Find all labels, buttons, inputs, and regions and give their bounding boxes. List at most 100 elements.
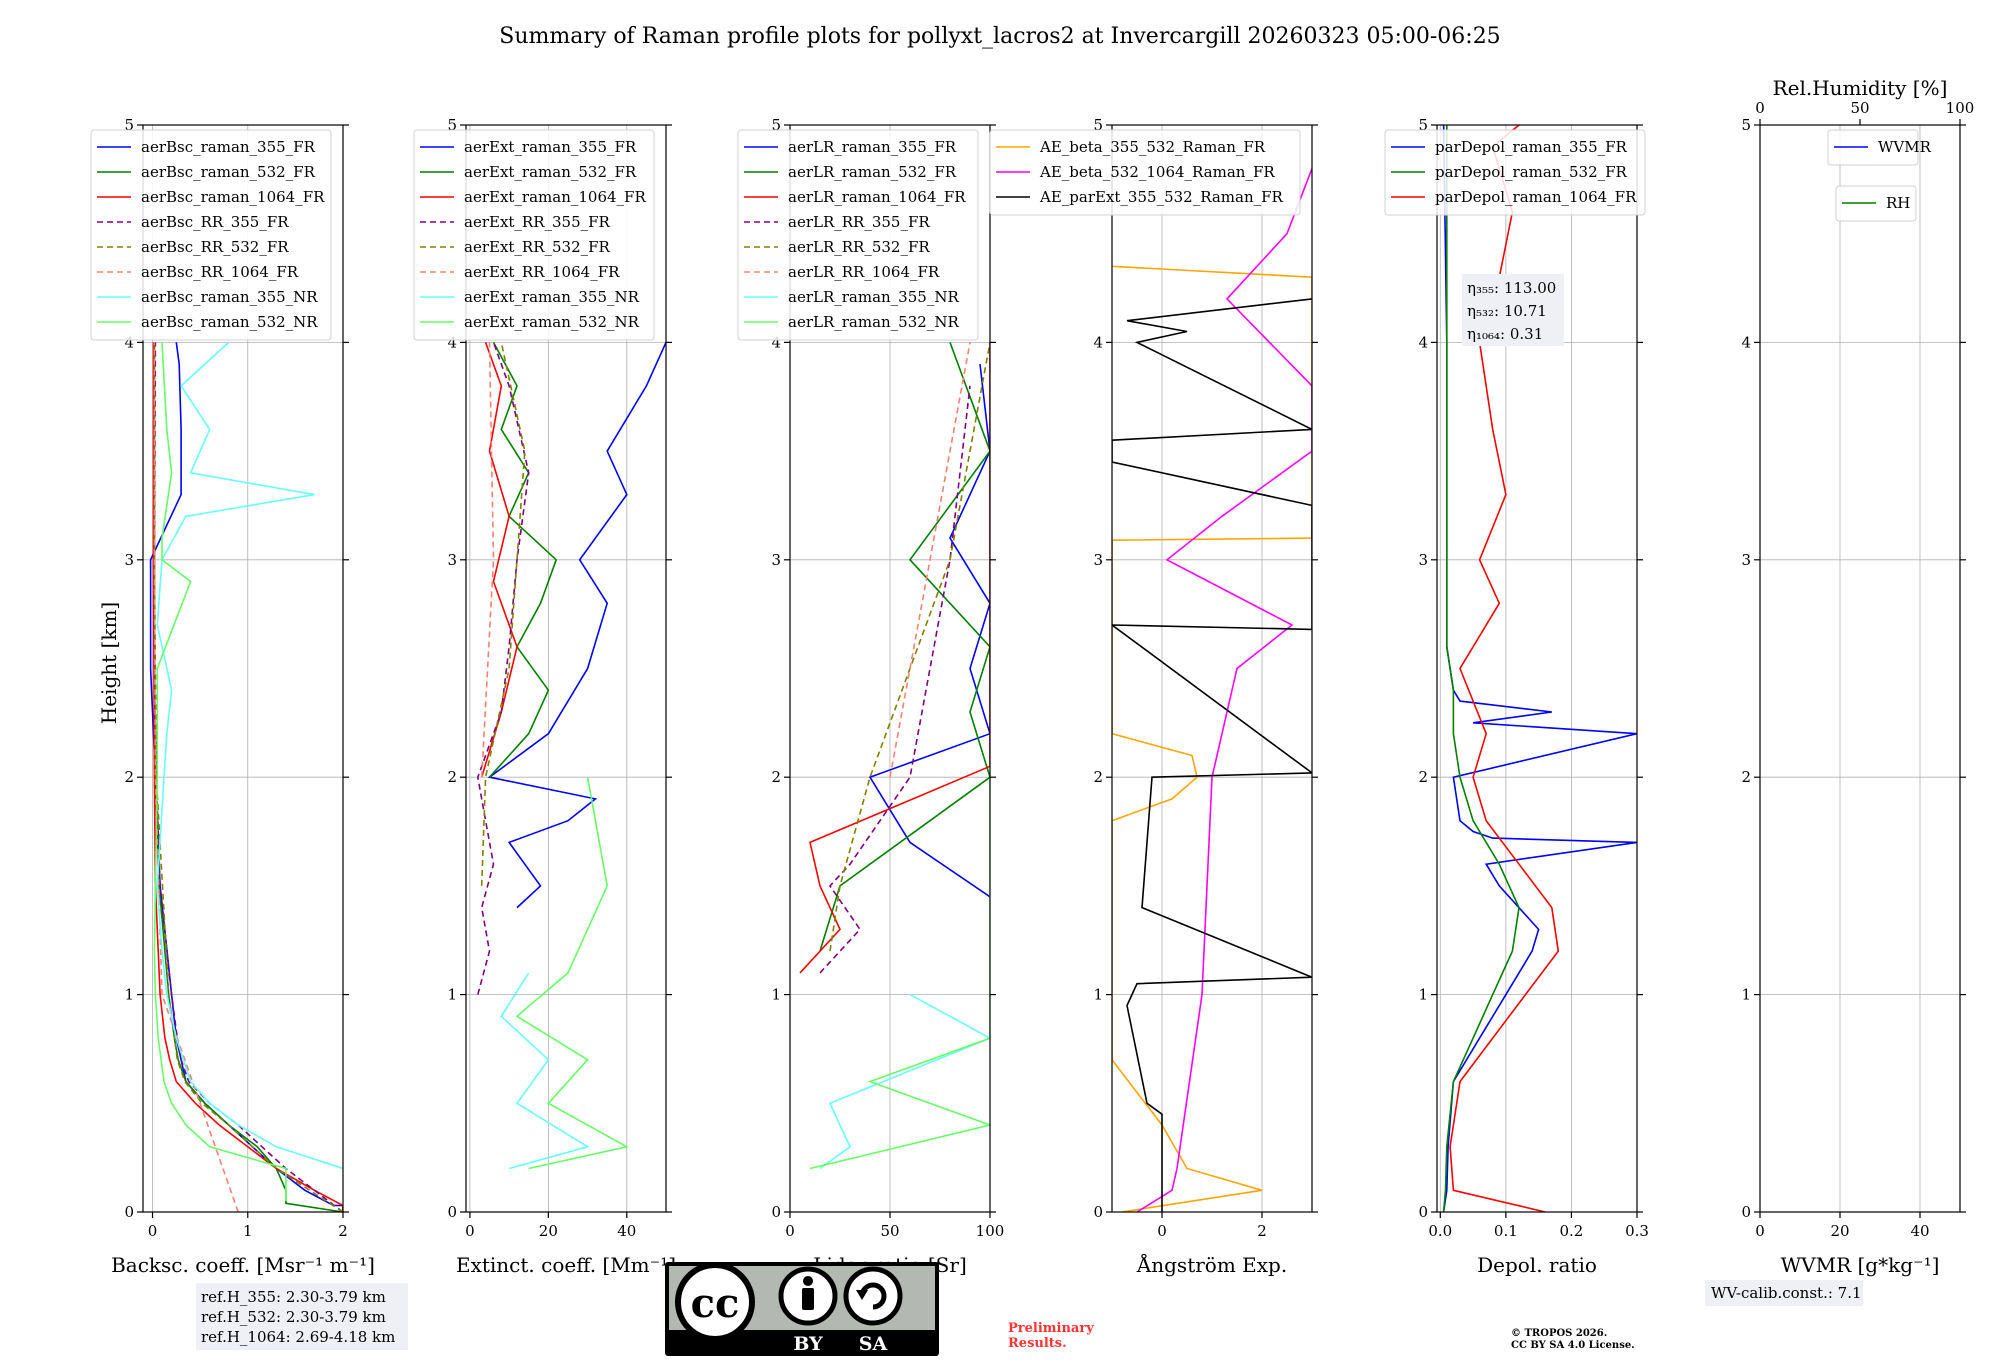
y-tick-label: 5 — [1093, 116, 1103, 134]
legend-label: aerBsc_raman_532_FR — [141, 163, 316, 181]
x-tick-label: 0.2 — [1559, 1222, 1583, 1240]
legend-frame — [1827, 129, 1919, 166]
legend-label: aerBsc_raman_532_NR — [141, 313, 318, 331]
legend-frame — [90, 129, 332, 341]
series-line-aerLR_raman_355_FR — [868, 364, 990, 898]
series-line-aerBsc_raman_532_NR — [153, 342, 287, 1202]
person-head-icon — [803, 1276, 813, 1286]
y-tick-label: 4 — [447, 333, 457, 351]
y-tick-label: 1 — [1741, 986, 1751, 1004]
y-tick-label: 5 — [1418, 116, 1428, 134]
x-tick-label: 20 — [1830, 1222, 1849, 1240]
x-tick-label: 2 — [338, 1222, 348, 1240]
legend: AE_beta_355_532_Raman_FR AE_beta_532_1064… — [989, 129, 1301, 216]
legend-frame — [1384, 129, 1646, 216]
series-group — [149, 341, 343, 1212]
x-tick-label: 40 — [617, 1222, 636, 1240]
series-line-AE_beta_355_532_Raman_FR — [1112, 265, 1312, 1212]
chart-panel-4: 0 1 2 3 4 5 0 2 Ångström Exp. AE_beta_355_532_Ram… — [989, 116, 1318, 1277]
top-x-tick-label: 50 — [1850, 99, 1869, 117]
x-tick-label: 0.3 — [1625, 1222, 1649, 1240]
legend-label: AE_parExt_355_532_Raman_FR — [1039, 188, 1284, 206]
legend-label: aerLR_raman_355_FR — [788, 138, 957, 156]
cc-circle — [675, 1262, 755, 1342]
y-tick-label: 1 — [771, 986, 781, 1004]
legend-label: aerExt_RR_532_FR — [464, 238, 611, 256]
x-tick-label: 50 — [880, 1222, 899, 1240]
plot-frame — [142, 124, 344, 1213]
wv-calib-bg — [1705, 1280, 1863, 1306]
top-axis-label: Rel.Humidity [%] — [1773, 76, 1948, 100]
legend-label: parDepol_raman_532_FR — [1435, 163, 1628, 181]
cc-by-sa-logo: cc BY SA — [665, 1262, 939, 1356]
legend-label: aerLR_RR_532_FR — [788, 238, 930, 256]
y-tick-label: 5 — [124, 116, 134, 134]
legend-label: aerExt_raman_355_NR — [464, 288, 640, 306]
y-tick-label: 4 — [771, 333, 781, 351]
x-axis-label: Backsc. coeff. [Msr⁻¹ m⁻¹] — [111, 1253, 375, 1277]
x-tick-label: 100 — [976, 1222, 1005, 1240]
legend-label: aerExt_RR_1064_FR — [464, 263, 620, 281]
sa-label: SA — [859, 1333, 888, 1355]
legend-label: RH — [1886, 194, 1910, 212]
x-tick-label: 40 — [1910, 1222, 1929, 1240]
legend-label: aerBsc_RR_355_FR — [141, 213, 289, 231]
legend-rh: RH — [1835, 185, 1917, 222]
series-line-aerLR_raman_355_NR — [819, 993, 990, 1170]
chart-panel-2: 0 1 2 3 4 5 0 20 40 Extinct. coeff. [Mm⁻¹] aerExt_… — [413, 116, 676, 1277]
y-tick-label: 3 — [1741, 551, 1751, 569]
eta-532: η₅₃₂: 10.71 — [1467, 302, 1547, 320]
plot-frame — [1436, 124, 1638, 1213]
y-tick-label: 2 — [124, 768, 134, 786]
x-tick-label: 0 — [1755, 1222, 1765, 1240]
legend: aerBsc_raman_355_FR aerBsc_raman_532_FRae… — [90, 129, 332, 341]
y-tick-label: 2 — [1418, 768, 1428, 786]
y-tick-label: 1 — [124, 986, 134, 1004]
x-axis-label: Extinct. coeff. [Mm⁻¹] — [456, 1253, 676, 1277]
legend-label: parDepol_raman_355_FR — [1435, 138, 1628, 156]
series-line-aerExt_RR_1064_FR — [480, 342, 495, 778]
series-line-AE_parExt_355_532_Raman_FR — [1112, 298, 1312, 1212]
x-axis-label: WVMR [g*kg⁻¹] — [1781, 1253, 1940, 1277]
plot-frame — [789, 124, 991, 1213]
legend-label: aerLR_RR_1064_FR — [788, 263, 940, 281]
series-group — [799, 342, 990, 1170]
y-tick-label: 3 — [1093, 551, 1103, 569]
person-body-icon — [802, 1288, 814, 1310]
legend-label: aerLR_raman_1064_FR — [788, 188, 966, 206]
y-tick-label: 0 — [771, 1203, 781, 1221]
preliminary-line1: Preliminary — [1008, 1321, 1094, 1336]
y-tick-label: 1 — [1093, 986, 1103, 1004]
legend-frame — [989, 129, 1301, 216]
chart-panel-3: 012345050100Lidar ratio [Sr]aerLR_raman_… — [737, 116, 1005, 1277]
ref-box-bg — [196, 1283, 408, 1350]
series-line-aerBsc_raman_355_FR — [149, 342, 343, 1212]
reference-height-box: ref.H_355: 2.30-3.79 km ref.H_532: 2.30-… — [196, 1283, 408, 1350]
copyright-line2: CC BY SA 4.0 License. — [1511, 1340, 1635, 1351]
x-axis-label: Ångström Exp. — [1136, 1252, 1287, 1277]
legend-label: aerExt_raman_532_FR — [464, 163, 637, 181]
series-line-aerBsc_RR_1064_FR — [153, 342, 239, 1212]
series-line-aerLR_raman_1064_FR — [799, 342, 990, 974]
y-tick-label: 2 — [1741, 768, 1751, 786]
x-tick-label: 2 — [1257, 1222, 1267, 1240]
legend: aerLR_raman_355_FR aerLR_raman_532_FR aerL… — [737, 129, 979, 341]
legend-label: aerBsc_RR_532_FR — [141, 238, 289, 256]
y-tick-label: 0 — [447, 1203, 457, 1221]
legend-label: aerLR_raman_355_NR — [788, 288, 959, 306]
y-tick-label: 4 — [1741, 333, 1751, 351]
legend-label: AE_beta_355_532_Raman_FR — [1039, 138, 1266, 156]
legend-label: aerLR_RR_355_FR — [788, 213, 930, 231]
x-tick-label: 0 — [465, 1222, 475, 1240]
legend-label: aerBsc_raman_355_NR — [141, 288, 318, 306]
legend-label: aerBsc_raman_355_FR — [141, 138, 316, 156]
copyright-line1: © TROPOS 2026. — [1511, 1328, 1607, 1339]
x-tick-label: 0.0 — [1428, 1222, 1452, 1240]
x-tick-label: 0 — [785, 1222, 795, 1240]
series-line-aerLR_RR_532_FR — [829, 342, 990, 952]
eta-box: η₃₅₅: 113.00 η₅₃₂: 10.71 η₁₀₆₄: 0.31 — [1462, 274, 1564, 346]
y-tick-label: 2 — [1093, 768, 1103, 786]
y-tick-label: 3 — [447, 551, 457, 569]
wv-calib-const: WV-calib.const.: 7.1 — [1711, 1284, 1862, 1302]
